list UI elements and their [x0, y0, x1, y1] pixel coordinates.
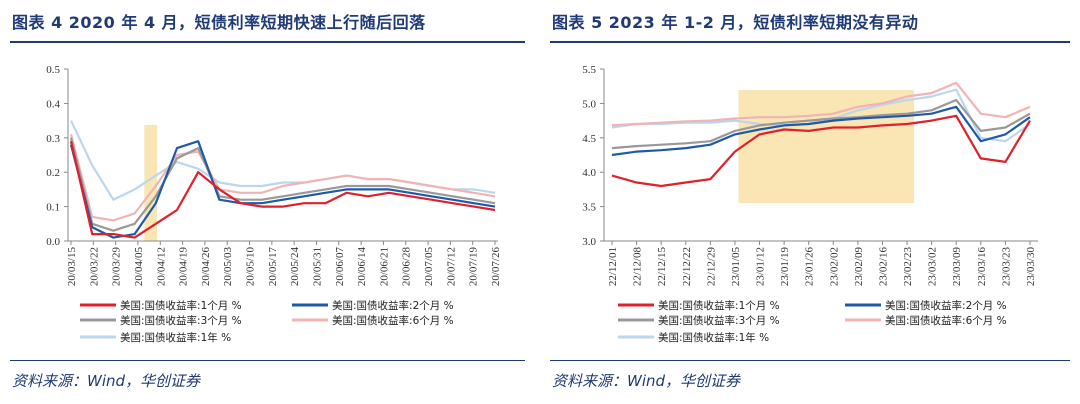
left-x-tick-label: 20/06/28	[401, 247, 413, 287]
left-series-line-2	[69, 137, 496, 232]
right-chart-canvas: 3.0 3.5 4.0 4.5 5.0 5.5 22/12/01 22/12/08 22/12/…	[582, 64, 1038, 344]
right-legend-label: 美国:国债收益率:2个月 %	[885, 299, 1007, 312]
right-x-tick-label: 22/12/22	[681, 247, 693, 286]
right-x-tick-label: 23/02/23	[902, 247, 914, 287]
left-x-tick-label: 20/05/17	[267, 247, 279, 287]
right-bottom-rule	[550, 360, 1070, 361]
right-y-tick-label: 3.5	[582, 202, 596, 214]
left-x-tick-label: 20/06/21	[378, 247, 390, 286]
right-x-tick-label: 23/01/12	[755, 247, 767, 286]
left-highlight-band	[144, 125, 158, 241]
right-x-tick-label: 23/03/02	[927, 247, 939, 286]
right-x-tick-label: 23/03/16	[976, 247, 988, 287]
right-x-tick-label: 23/03/23	[1000, 247, 1012, 287]
right-highlight-band	[738, 90, 915, 203]
right-legend-label: 美国:国债收益率:1个月 %	[658, 299, 780, 312]
right-y-tick-label: 5.0	[582, 98, 596, 110]
left-x-tick-label: 20/07/12	[445, 247, 457, 286]
right-x-tick-label: 23/02/09	[853, 247, 865, 287]
right-series-line-1	[611, 105, 1031, 157]
left-x-tick-label: 20/04/05	[133, 247, 145, 287]
left-x-tick-label: 20/03/22	[88, 247, 100, 286]
left-x-tick-label: 20/07/05	[423, 247, 435, 287]
right-x-tick-label: 23/03/30	[1025, 247, 1037, 287]
left-legend-label: 美国:国债收益率:2个月 %	[332, 299, 454, 312]
left-chart-canvas: 0.0 0.1 0.2 0.3 0.4 0.5 20/03/15 20/03/22 20/03/…	[46, 64, 502, 344]
right-chart-title: 图表 5 2023 年 1-2 月，短债利率短期没有异动	[552, 13, 919, 32]
right-title-rule	[550, 41, 1070, 43]
left-x-tick-label: 20/05/24	[289, 247, 301, 287]
right-series-line-0	[611, 114, 1031, 188]
left-x-tick-label: 20/05/31	[311, 247, 323, 286]
left-x-tick-label: 20/04/19	[178, 247, 190, 287]
right-legend-label: 美国:国债收益率:1年 %	[658, 331, 769, 344]
left-x-tick-label: 20/05/10	[245, 247, 257, 287]
left-source-note: 资料来源：Wind，华创证券	[12, 372, 201, 390]
right-x-tick-label: 23/03/09	[951, 247, 963, 287]
left-x-tick-label: 20/03/29	[111, 247, 123, 287]
left-series-line-3	[69, 134, 496, 222]
left-x-tick-label: 20/07/19	[468, 247, 480, 287]
right-y-tick-label: 4.5	[582, 133, 596, 145]
left-x-tick-label: 20/03/15	[66, 247, 78, 287]
left-legend-label: 美国:国债收益率:1个月 %	[120, 299, 242, 312]
right-x-tick-label: 22/12/08	[632, 247, 644, 287]
left-x-tick-label: 20/04/12	[155, 247, 167, 286]
left-y-tick-label: 0.1	[46, 202, 60, 214]
left-chart-panel: 图表 4 2020 年 4 月，短债利率短期快速上行随后回落 0.0 0.1 0.2…	[0, 0, 535, 404]
left-y-tick-label: 0.5	[46, 64, 60, 76]
left-chart-title: 图表 4 2020 年 4 月，短债利率短期快速上行随后回落	[12, 13, 426, 32]
left-x-tick-label: 20/06/07	[334, 247, 346, 287]
left-x-tick-label: 20/04/26	[200, 247, 212, 287]
right-y-tick-label: 5.5	[582, 64, 596, 76]
right-y-tick-label: 3.0	[582, 236, 596, 248]
right-series-line-3	[611, 81, 1031, 127]
right-x-tick-label: 23/01/19	[779, 247, 791, 287]
right-source-note: 资料来源：Wind，华创证券	[552, 372, 741, 390]
left-y-tick-label: 0.0	[46, 236, 60, 248]
right-x-tick-label: 23/01/26	[804, 247, 816, 287]
right-chart-panel: 图表 5 2023 年 1-2 月，短债利率短期没有异动 3.0 3.5 4.0 4.…	[540, 0, 1080, 404]
right-x-tick-label: 23/01/05	[730, 247, 742, 287]
left-title-rule	[10, 41, 525, 43]
right-series-line-2	[611, 98, 1031, 150]
right-legend-label: 美国:国债收益率:3个月 %	[658, 314, 780, 327]
left-y-tick-label: 0.4	[46, 98, 60, 110]
left-x-tick-label: 20/06/14	[356, 247, 368, 287]
right-y-tick-label: 4.0	[582, 167, 596, 179]
left-x-tick-label: 20/07/26	[490, 247, 502, 287]
right-x-tick-label: 22/12/01	[607, 247, 619, 286]
right-x-tick-label: 22/12/29	[705, 247, 717, 287]
left-x-tick-label: 20/05/03	[222, 247, 234, 287]
right-x-tick-label: 23/02/16	[877, 247, 889, 287]
left-y-tick-label: 0.3	[46, 133, 60, 145]
left-series-line-1	[69, 140, 496, 239]
right-x-tick-label: 23/02/02	[828, 247, 840, 286]
left-legend-label: 美国:国债收益率:1年 %	[120, 331, 231, 344]
left-series-line-0	[69, 140, 496, 239]
left-y-tick-label: 0.2	[46, 167, 60, 179]
left-bottom-rule	[10, 360, 525, 361]
right-legend-label: 美国:国债收益率:6个月 %	[885, 314, 1007, 327]
left-series-line-4	[70, 120, 496, 201]
right-x-tick-label: 22/12/15	[656, 247, 668, 287]
left-legend-label: 美国:国债收益率:6个月 %	[332, 314, 454, 327]
left-legend-label: 美国:国债收益率:3个月 %	[120, 314, 242, 327]
